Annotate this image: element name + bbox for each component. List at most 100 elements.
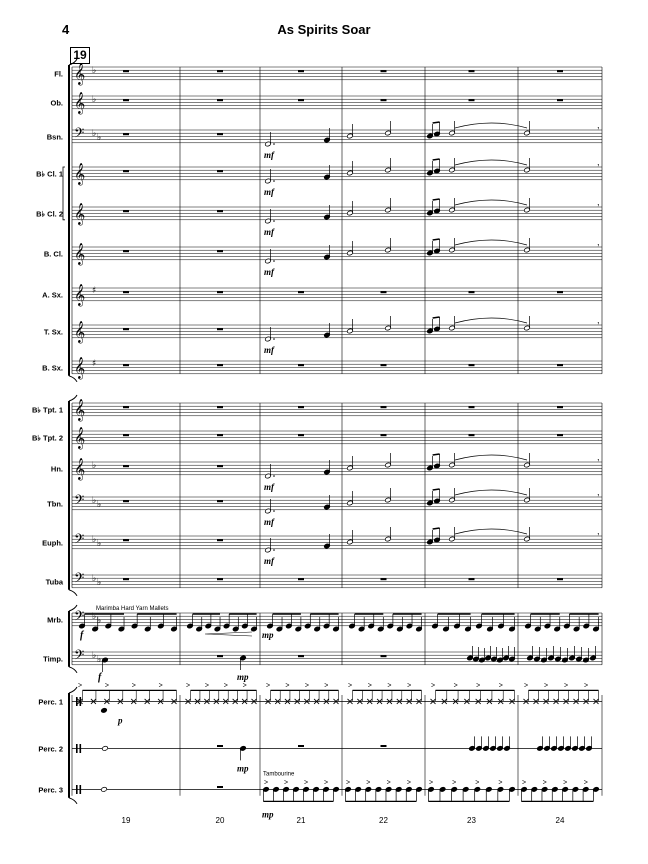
dot [273, 260, 275, 262]
instrument-label: Perc. 3 [38, 785, 63, 794]
accent-icon: > [366, 779, 370, 786]
accent-icon: > [264, 779, 268, 786]
treble-clef-icon: 𝄞 [74, 203, 85, 226]
whole-rest-icon [380, 578, 387, 581]
percussion-note [101, 745, 109, 751]
dynamic-mf: mf [264, 482, 275, 492]
whole-rest-icon [380, 745, 387, 747]
accent-icon: > [305, 682, 309, 689]
breath-mark-icon: , [597, 157, 600, 167]
x-notehead [509, 698, 515, 705]
dynamic-mp: mp [262, 630, 274, 640]
x-notehead [430, 698, 436, 705]
whole-rest-icon [298, 434, 304, 437]
accent-icon: > [387, 779, 391, 786]
whole-rest-icon [123, 500, 129, 503]
x-notehead [553, 698, 559, 705]
x-notehead [406, 698, 412, 705]
x-notehead [265, 698, 271, 705]
bass-clef-icon: 𝄢 [74, 125, 84, 144]
beam [432, 488, 440, 491]
x-notehead [563, 698, 569, 705]
dot [273, 180, 275, 182]
whole-rest-icon [123, 465, 129, 468]
accent-icon: > [346, 779, 350, 786]
instrument-label: Perc. 2 [38, 744, 63, 753]
accent-icon: > [584, 779, 588, 786]
page-title: As Spirits Soar [277, 22, 371, 37]
instrument-label: Mrb. [47, 615, 63, 624]
tie [454, 489, 528, 496]
flat-icon: ♭ [92, 66, 96, 76]
accent-icon: > [429, 779, 433, 786]
bracket-hook [68, 604, 78, 612]
notation: 𝄞 ♭𝄞 ♭𝄢 ♭ ♭𝄞𝄞𝄞𝄞 ♯𝄞𝄞 ♯𝄞𝄞𝄞 ♭𝄢 ♭ ♭𝄢 ♭ ♭𝄢 ♭ ♭𝄢 ♭ ♭𝄢 ♭ ♭,,,,,,… [74, 63, 600, 803]
beam [432, 238, 440, 241]
x-notehead [185, 698, 191, 705]
flat-icon: ♭ [92, 651, 96, 661]
accent-icon: > [584, 682, 588, 689]
whole-rest-icon [123, 133, 129, 136]
x-notehead [194, 698, 201, 705]
x-notehead [376, 698, 383, 705]
accent-icon: > [522, 779, 526, 786]
whole-rest-icon [298, 291, 304, 294]
dynamic-mf: mf [264, 345, 275, 355]
treble-clef-icon: 𝄞 [74, 458, 85, 481]
x-notehead [543, 698, 549, 705]
x-notehead [573, 698, 579, 705]
whole-rest-icon [217, 99, 223, 102]
treble-clef-icon: 𝄞 [74, 63, 85, 86]
x-notehead [593, 698, 599, 705]
bracket-hook [68, 589, 78, 597]
flat-icon: ♭ [97, 133, 101, 143]
breath-mark-icon: , [597, 197, 600, 207]
dot [273, 549, 275, 551]
bass-clef-icon: 𝄢 [74, 492, 84, 511]
x-notehead [213, 698, 220, 705]
whole-rest-icon [123, 578, 129, 581]
whole-rest-icon [380, 99, 387, 102]
dot [273, 510, 275, 512]
whole-rest-icon [557, 434, 563, 437]
x-notehead [497, 698, 504, 705]
whole-rest-icon [217, 745, 223, 747]
accent-icon: > [498, 779, 502, 786]
whole-rest-icon [298, 578, 304, 581]
bracket-hook [68, 58, 78, 66]
instrument-label: B♭ Cl. 1 [36, 169, 63, 178]
whole-rest-icon [217, 406, 223, 409]
x-notehead [452, 698, 459, 705]
whole-rest-icon [123, 328, 129, 331]
dot [273, 475, 275, 477]
tie [454, 159, 528, 166]
treble-clef-icon: 𝄞 [74, 243, 85, 266]
measure-number: 23 [467, 816, 476, 825]
flat-icon: ♭ [97, 616, 101, 626]
sharp-icon: ♯ [92, 286, 96, 296]
whole-rest-icon [468, 291, 475, 294]
x-notehead [274, 698, 281, 705]
accent-icon: > [407, 779, 411, 786]
accent-icon: > [368, 682, 372, 689]
dot [273, 338, 275, 340]
x-notehead [157, 698, 164, 705]
instrument-label: B♭ Tpt. 1 [32, 405, 63, 414]
whole-rest-icon [468, 364, 475, 367]
whole-rest-icon [217, 250, 223, 253]
whole-rest-icon [557, 364, 563, 367]
beam [432, 121, 440, 124]
whole-rest-icon [298, 655, 304, 658]
x-notehead [241, 698, 248, 705]
instrument-label: B. Cl. [44, 249, 63, 258]
x-notehead [386, 698, 393, 705]
x-notehead [366, 698, 373, 705]
flat-icon: ♭ [92, 535, 96, 545]
bracket-hook [68, 686, 78, 694]
breath-mark-icon: , [597, 315, 600, 325]
beam [432, 198, 440, 201]
dot [273, 143, 275, 145]
instrument-label: B. Sx. [42, 363, 63, 372]
treble-clef-icon: 𝄞 [74, 284, 85, 307]
beam [432, 453, 440, 456]
